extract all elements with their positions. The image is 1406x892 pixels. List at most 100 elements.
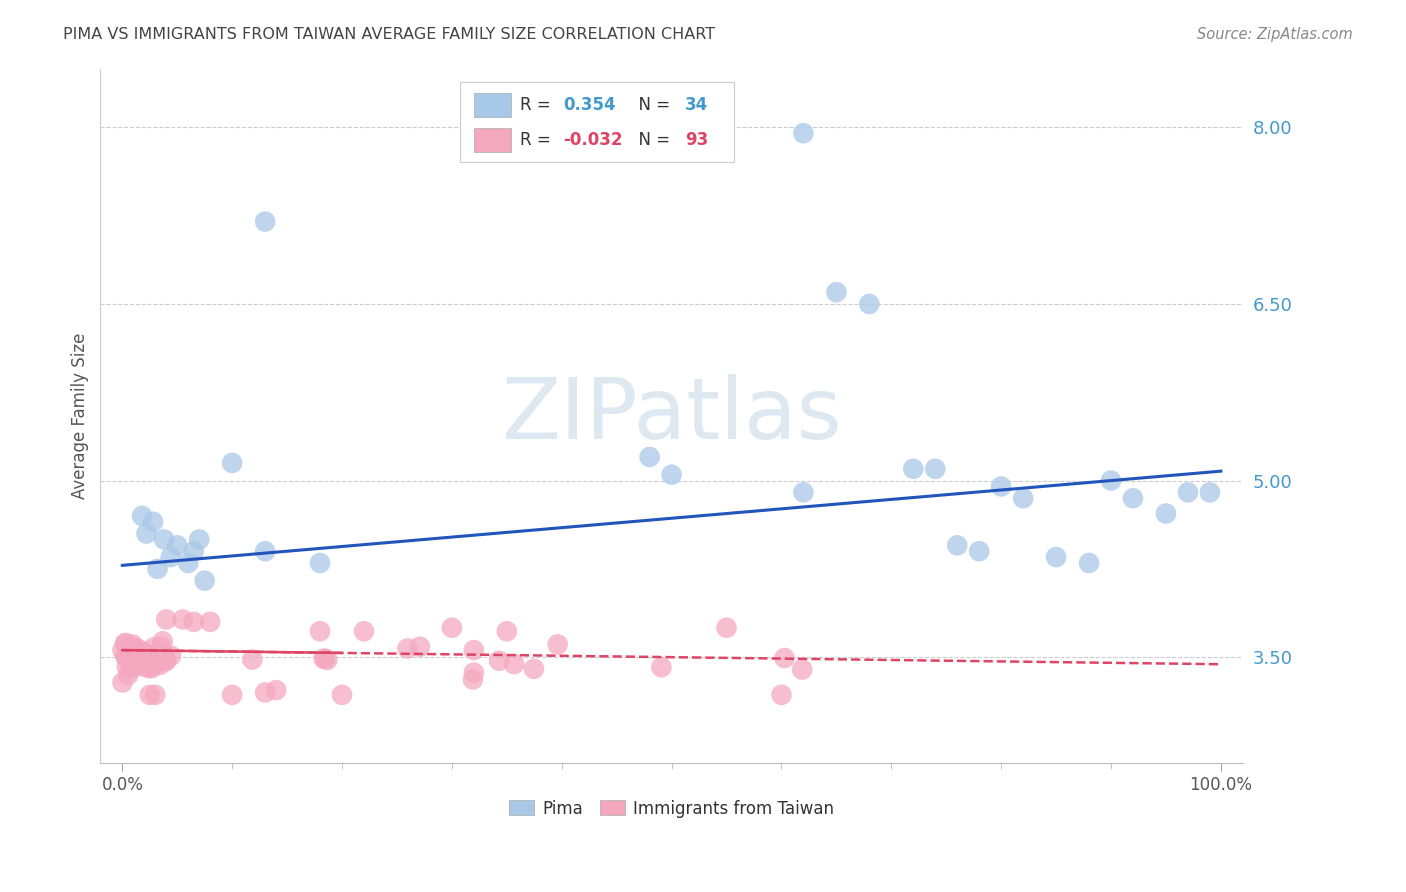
Point — [153, 648, 176, 662]
Point — [155, 654, 177, 668]
Point — [138, 661, 160, 675]
Point — [547, 637, 569, 651]
Point — [903, 462, 925, 476]
Point — [139, 688, 162, 702]
Point — [127, 641, 149, 656]
Point — [316, 653, 339, 667]
Point — [155, 613, 177, 627]
Point — [166, 538, 188, 552]
Point — [121, 650, 143, 665]
Point — [131, 644, 153, 658]
Point — [825, 285, 848, 300]
Point — [194, 574, 217, 588]
Point — [118, 654, 141, 668]
Text: R =: R = — [520, 131, 555, 149]
Point — [114, 648, 136, 663]
Point — [160, 648, 183, 663]
Text: 34: 34 — [685, 95, 709, 114]
Point — [117, 646, 139, 660]
Point — [131, 645, 153, 659]
Point — [312, 652, 335, 666]
Point — [463, 643, 485, 657]
Point — [946, 538, 969, 552]
Point — [135, 649, 157, 664]
Bar — [474, 128, 510, 152]
Point — [142, 649, 165, 664]
Point — [149, 646, 172, 660]
Point — [309, 556, 332, 570]
Point — [264, 683, 287, 698]
Point — [114, 636, 136, 650]
Point — [145, 655, 167, 669]
Point — [132, 649, 155, 664]
Point — [254, 685, 277, 699]
Point — [127, 653, 149, 667]
Point — [309, 624, 332, 639]
Point — [153, 533, 176, 547]
Point — [716, 621, 738, 635]
Text: R =: R = — [520, 95, 555, 114]
Point — [177, 556, 200, 570]
Point — [117, 668, 139, 682]
Point — [172, 613, 194, 627]
Point — [1122, 491, 1144, 506]
Point — [135, 648, 157, 663]
Point — [125, 653, 148, 667]
Point — [858, 297, 880, 311]
Point — [254, 214, 277, 228]
Point — [967, 544, 990, 558]
Point — [330, 688, 353, 702]
Point — [132, 657, 155, 672]
Point — [1099, 474, 1122, 488]
Point — [183, 615, 205, 629]
Point — [159, 550, 181, 565]
Point — [142, 648, 165, 663]
Point — [773, 651, 796, 665]
Point — [139, 655, 162, 669]
Text: PIMA VS IMMIGRANTS FROM TAIWAN AVERAGE FAMILY SIZE CORRELATION CHART: PIMA VS IMMIGRANTS FROM TAIWAN AVERAGE F… — [63, 27, 716, 42]
Point — [139, 657, 162, 671]
Point — [221, 456, 243, 470]
Point — [115, 660, 138, 674]
Point — [142, 640, 165, 655]
Point — [488, 654, 510, 668]
Point — [124, 657, 146, 672]
Text: Source: ZipAtlas.com: Source: ZipAtlas.com — [1197, 27, 1353, 42]
Point — [146, 562, 169, 576]
Point — [440, 621, 463, 635]
Point — [132, 646, 155, 660]
Point — [1177, 485, 1199, 500]
Point — [200, 615, 222, 629]
Point — [1012, 491, 1035, 506]
Point — [638, 450, 661, 464]
Point — [792, 485, 814, 500]
Point — [132, 656, 155, 670]
Point — [149, 657, 172, 672]
Point — [792, 126, 814, 140]
Point — [120, 654, 142, 668]
Point — [111, 675, 134, 690]
Point — [792, 663, 814, 677]
Point — [155, 653, 177, 667]
Point — [124, 654, 146, 668]
Point — [183, 544, 205, 558]
Point — [135, 655, 157, 669]
Point — [115, 636, 138, 650]
Point — [134, 652, 156, 666]
Point — [141, 661, 163, 675]
Point — [990, 479, 1012, 493]
Text: 0.354: 0.354 — [562, 95, 616, 114]
Point — [120, 651, 142, 665]
Point — [523, 662, 546, 676]
Point — [1154, 507, 1177, 521]
Point — [152, 634, 174, 648]
Point — [661, 467, 683, 482]
Point — [117, 651, 139, 665]
Point — [129, 655, 152, 669]
Text: N =: N = — [628, 131, 675, 149]
Point — [132, 652, 155, 666]
Point — [924, 462, 946, 476]
Point — [503, 657, 526, 671]
Point — [129, 654, 152, 668]
Point — [139, 648, 162, 663]
